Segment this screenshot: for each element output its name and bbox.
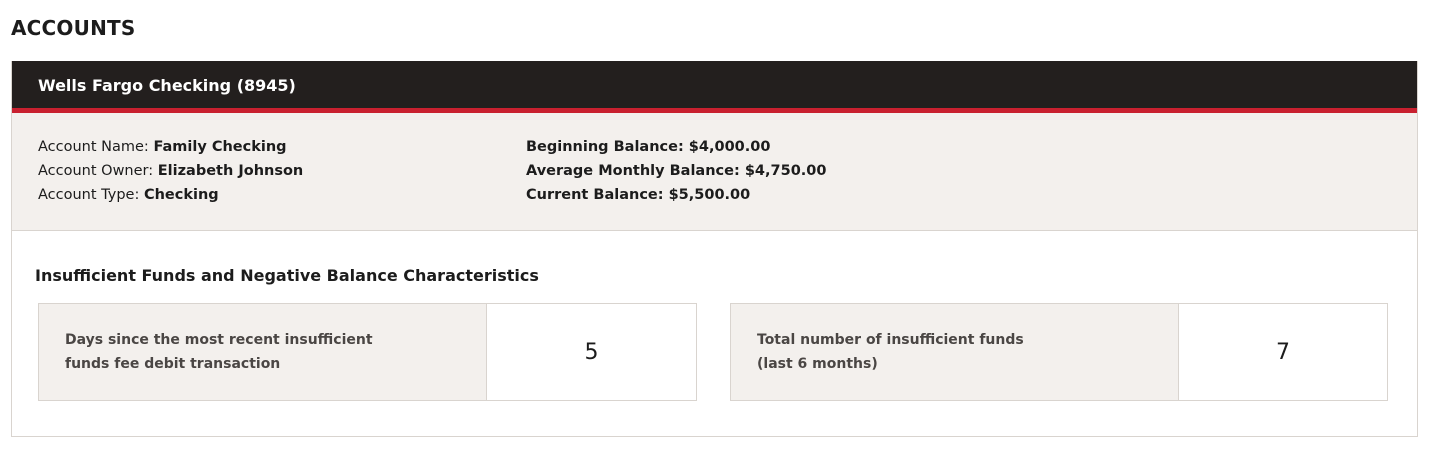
accent-divider: [12, 108, 1417, 113]
account-info: Account Name: Family Checking Account Ow…: [12, 113, 1417, 231]
account-name: Account Name: Family Checking: [38, 139, 287, 155]
beginning-balance: Beginning Balance: $4,000.00: [526, 139, 771, 155]
metric-label: Total number of insufficient funds (last…: [731, 304, 1179, 400]
balance-details: Beginning Balance: $4,000.00 Average Mon…: [526, 135, 826, 207]
metric-total-nsf: Total number of insufficient funds (last…: [730, 303, 1388, 401]
account-owner: Account Owner: Elizabeth Johnson: [38, 163, 304, 179]
average-monthly-balance: Average Monthly Balance: $4,750.00: [526, 163, 827, 179]
section-title: Insufficient Funds and Negative Balance …: [35, 266, 539, 285]
metric-label: Days since the most recent insufficient …: [39, 304, 487, 400]
metric-value: 7: [1276, 339, 1290, 365]
metric-days-since-nsf: Days since the most recent insufficient …: [38, 303, 697, 401]
page-title: ACCOUNTS: [11, 16, 136, 40]
account-card: Wells Fargo Checking (8945) Account Name…: [11, 61, 1418, 437]
metric-value: 5: [584, 339, 599, 365]
account-type: Account Type: Checking: [38, 187, 219, 203]
account-header: Wells Fargo Checking (8945): [12, 61, 1417, 108]
account-details: Account Name: Family Checking Account Ow…: [38, 135, 303, 207]
current-balance: Current Balance: $5,500.00: [526, 187, 751, 203]
